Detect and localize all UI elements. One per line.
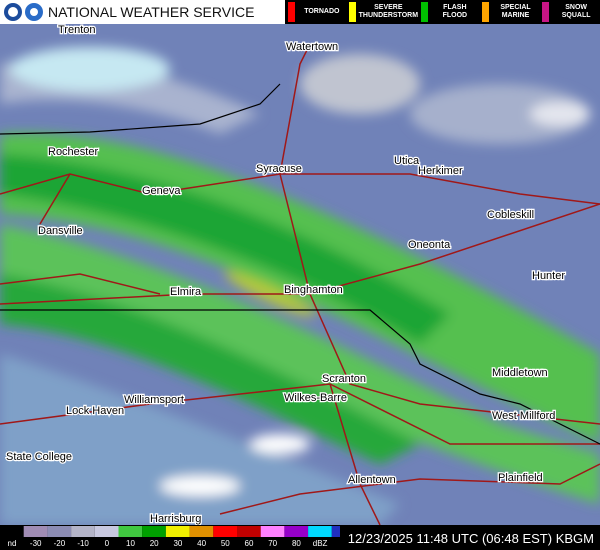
city-label: Dansville <box>38 225 83 237</box>
city-label: Utica <box>394 155 420 167</box>
city-label: Oneonta <box>408 239 451 251</box>
city-label: Rochester <box>48 146 98 158</box>
city-label: Plainfield <box>498 472 543 484</box>
city-label: Geneva <box>142 185 181 197</box>
state-borders <box>0 83 600 445</box>
scale-nodata-label: nd <box>8 539 17 548</box>
city-label: Scranton <box>322 373 366 385</box>
footer: nd -30 -20 -10 0 10 20 30 40 50 60 70 80 dBZ 12/23/20… <box>0 525 600 550</box>
scale-tick-label: 80 <box>292 539 301 548</box>
warning-item: SEVERE THUNDERSTORM <box>346 0 418 24</box>
warning-swatch <box>481 2 489 22</box>
city-label: Syracuse <box>256 163 302 175</box>
city-label: Lock Haven <box>66 405 124 417</box>
city-label: Harrisburg <box>150 513 201 525</box>
scale-swatch <box>0 526 24 537</box>
city-labels: Trenton Watertown Rochester Syracuse UticaHe… <box>5 24 567 525</box>
timestamp: 12/23/2025 11:48 UTC (06:48 EST) <box>347 531 553 546</box>
warning-legend: TORNADO SEVERE THUNDERSTORM FLASH FLOOD SPE… <box>285 0 600 24</box>
warning-label: FLASH FLOOD <box>442 4 468 19</box>
scale-swatch <box>47 526 72 537</box>
header-title: NATIONAL WEATHER SERVICE <box>48 4 255 20</box>
scale-swatch <box>94 526 119 537</box>
city-label: Trenton <box>58 24 96 36</box>
warning-item: SPECIAL MARINE <box>479 0 540 24</box>
scale-tick-label: 30 <box>173 539 182 548</box>
scale-tick-label: 70 <box>268 539 277 548</box>
scale-tick-label: 0 <box>105 539 110 548</box>
city-label: Binghamton <box>284 284 343 296</box>
color-scale: nd -30 -20 -10 0 10 20 30 40 50 60 70 80 dBZ <box>0 526 356 548</box>
radar-site: KBGM <box>555 531 594 546</box>
scale-unit: dBZ <box>313 539 328 548</box>
scale-tick-label: -10 <box>77 539 89 548</box>
city-label: Watertown <box>286 41 338 53</box>
warning-item: TORNADO <box>285 0 346 24</box>
city-label: West Millford <box>492 410 555 422</box>
radar-echoes <box>0 47 600 525</box>
scale-tick-label: -20 <box>54 539 66 548</box>
warning-swatch <box>348 2 356 22</box>
scale-swatch <box>71 526 95 537</box>
warning-swatch <box>421 2 429 22</box>
header: NATIONAL WEATHER SERVICE TORNADO SEVERE T… <box>0 0 600 24</box>
radar-map: Trenton Watertown Rochester Syracuse UticaHe… <box>0 24 600 525</box>
scale-swatch <box>23 526 48 537</box>
city-label: State College <box>6 451 72 463</box>
scale-swatch <box>118 526 143 537</box>
warning-item: SNOW SQUALL <box>539 0 600 24</box>
scale-swatch <box>165 526 190 537</box>
timestamp-block: 12/23/2025 11:48 UTC (06:48 EST) KBGM <box>348 531 594 546</box>
scale-swatch <box>308 526 332 537</box>
scale-swatch <box>189 526 214 537</box>
city-label: Middletown <box>492 367 548 379</box>
warning-swatch <box>542 2 550 22</box>
scale-swatch <box>284 526 309 537</box>
warning-label: TORNADO <box>304 8 340 15</box>
warning-swatch <box>288 2 295 22</box>
scale-tick-label: 60 <box>245 539 254 548</box>
agency-logos <box>4 3 43 21</box>
city-label: Williamsport <box>124 394 184 406</box>
warning-label: SEVERE THUNDERSTORM <box>358 4 419 19</box>
scale-tick-label: 10 <box>126 539 135 548</box>
scale-swatch <box>237 526 261 537</box>
warning-label: SPECIAL MARINE <box>500 4 531 19</box>
scale-swatch <box>142 526 166 537</box>
scale-tick-label: -30 <box>30 539 42 548</box>
scale-tick-label: 40 <box>197 539 206 548</box>
city-label: Allentown <box>348 474 396 486</box>
scale-swatch <box>213 526 237 537</box>
city-label: Herkimer <box>418 165 463 177</box>
city-label: Elmira <box>170 286 202 298</box>
warning-item: FLASH FLOOD <box>418 0 479 24</box>
highways <box>0 43 600 525</box>
scale-tick-label: 50 <box>221 539 230 548</box>
city-label: Cobleskill <box>487 209 534 221</box>
city-label: Wilkes-Barre <box>284 392 347 404</box>
city-label: Hunter <box>532 270 565 282</box>
scale-swatch <box>260 526 285 537</box>
warning-label: SNOW SQUALL <box>561 4 591 19</box>
scale-swatch <box>331 526 356 537</box>
scale-tick-label: 20 <box>150 539 159 548</box>
